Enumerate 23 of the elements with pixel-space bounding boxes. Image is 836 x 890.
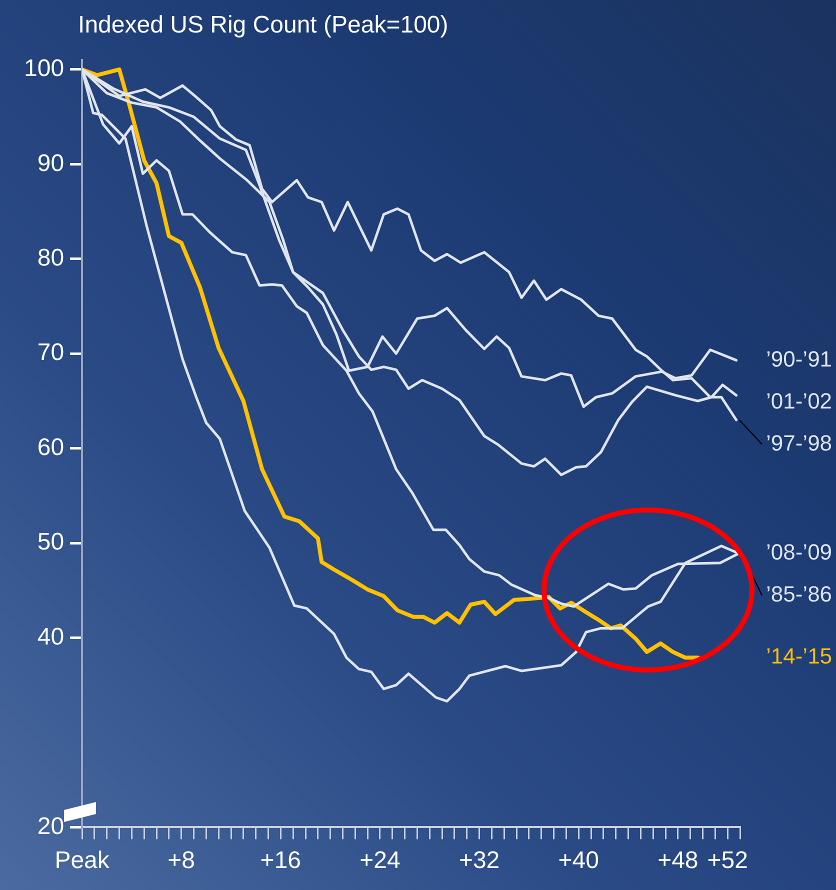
y-tick-label: 50 [37, 528, 64, 556]
y-tick-label: 70 [37, 339, 64, 366]
y-tick-label: 60 [37, 434, 64, 461]
series-label: ’90-’91 [766, 346, 832, 372]
y-tick-label: 20 [37, 812, 64, 840]
y-tick-label: 80 [37, 244, 64, 272]
y-tick-label: 100 [24, 55, 64, 82]
x-tick-label: +16 [260, 847, 302, 874]
x-tick-label: Peak [54, 847, 110, 874]
x-tick-label: +8 [168, 847, 196, 874]
series-label: ’01-’02 [766, 388, 832, 414]
series-label: ’08-’09 [766, 540, 832, 565]
text: ’14-’15 [766, 644, 832, 669]
x-tick-label: +32 [458, 847, 500, 874]
series-label: ’97-’98 [766, 430, 832, 456]
y-tick-label: 90 [37, 150, 64, 177]
x-tick-label: +40 [558, 847, 599, 874]
y-tick-label: 40 [37, 623, 64, 650]
series-label: ’85-’86 [766, 582, 832, 607]
x-tick-label: +48 [658, 847, 698, 874]
chart-title: Indexed US Rig Count (Peak=100) [78, 12, 448, 39]
x-tick-label: +52 [707, 847, 748, 874]
x-tick-label: +24 [360, 847, 400, 874]
